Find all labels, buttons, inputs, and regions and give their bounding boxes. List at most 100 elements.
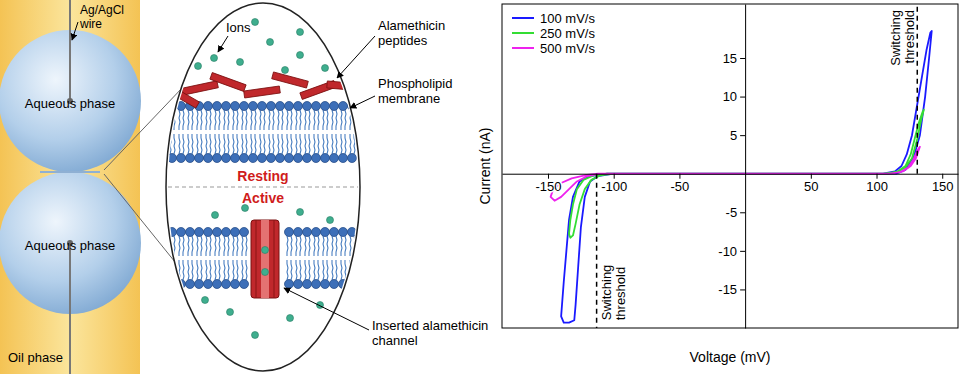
lipid-tail — [282, 134, 283, 154]
lipid-head — [294, 154, 303, 163]
lipid-tail — [341, 134, 342, 154]
lipid-head — [339, 280, 348, 289]
lipid-head — [294, 228, 303, 237]
lipid-tail — [300, 260, 301, 280]
ion — [267, 39, 274, 46]
lipid-tail — [336, 260, 337, 280]
ion — [297, 52, 304, 59]
x-axis: -150-100-5050100150 — [503, 174, 959, 194]
lipid-tail — [183, 236, 184, 256]
lipid-head — [195, 154, 204, 163]
lipid-tail — [219, 236, 220, 256]
ion — [195, 63, 202, 70]
lipid-tail — [188, 236, 189, 256]
state-label: Active — [242, 190, 284, 206]
y-tick-label: -5 — [726, 205, 738, 220]
channel-pore — [261, 220, 269, 298]
lipid-tail — [305, 236, 306, 256]
lipid-tail — [291, 260, 292, 280]
lipid-head — [231, 280, 240, 289]
lipid-tail — [305, 260, 306, 280]
pointer-arrow — [218, 36, 228, 52]
lipid-tail — [192, 260, 193, 280]
x-tick: -50 — [671, 174, 690, 194]
lipid-tail — [291, 236, 292, 256]
lipid-head — [186, 228, 195, 237]
lipid-tail — [210, 134, 211, 154]
y-tick-mark — [740, 251, 745, 252]
label-line: membrane — [378, 91, 440, 106]
lipid-tail — [273, 134, 274, 154]
lipid-tail — [269, 134, 270, 154]
lipid-tail — [233, 110, 234, 130]
lipid-head — [204, 102, 213, 111]
lipid-head — [339, 154, 348, 163]
lipid-head — [168, 228, 177, 237]
lipid-head — [231, 102, 240, 111]
lipid-tail — [188, 260, 189, 280]
lipid-tail — [341, 236, 342, 256]
lipid-head — [222, 228, 231, 237]
legend-label: 100 mV/s — [540, 11, 595, 26]
lipid-head — [303, 228, 312, 237]
peptide — [165, 84, 200, 108]
lipid-head — [303, 102, 312, 111]
lipid-tail — [287, 110, 288, 130]
lipid-tail — [332, 236, 333, 256]
threshold-label: Switchingthreshold — [599, 265, 628, 321]
lipid-tail — [300, 236, 301, 256]
lipid-tail — [246, 260, 247, 280]
chart: SwitchingthresholdSwitchingthreshold-150… — [477, 4, 959, 365]
lipid-head — [348, 280, 357, 289]
lipid-tail — [350, 236, 351, 256]
ion — [327, 217, 334, 224]
lipid-head — [285, 228, 294, 237]
lipid-tail — [345, 260, 346, 280]
oil-background — [0, 0, 140, 374]
lipid-tail — [206, 110, 207, 130]
lipid-head — [213, 102, 222, 111]
lipid-tail — [300, 110, 301, 130]
lipid-tail — [309, 236, 310, 256]
electrode-wire — [69, 0, 71, 101]
ion — [252, 332, 259, 339]
y-tick-mark — [740, 212, 745, 213]
label-line: threshold — [613, 267, 628, 320]
lipid-tail — [228, 260, 229, 280]
label-line: Inserted alamethicin — [372, 318, 488, 333]
lipid-tail — [291, 110, 292, 130]
threshold-line — [596, 174, 598, 328]
lipid-tail — [224, 110, 225, 130]
label-line: Switching — [599, 265, 614, 321]
x-axis-title: Voltage (mV) — [690, 349, 771, 365]
lipid-head — [339, 102, 348, 111]
lipid-tail — [314, 260, 315, 280]
lipid-tail — [341, 260, 342, 280]
lipid-tail — [318, 134, 319, 154]
zoom-content — [165, 19, 364, 339]
lipid-tail — [192, 134, 193, 154]
lipid-head — [303, 280, 312, 289]
legend-swatch — [512, 47, 534, 49]
state-label: Resting — [237, 168, 288, 184]
y-tick-label: -15 — [718, 282, 737, 297]
lipid-head — [303, 154, 312, 163]
lipid-tail — [233, 134, 234, 154]
lipid-tail — [278, 134, 279, 154]
ion — [282, 67, 289, 74]
ion — [262, 247, 269, 254]
lipid-tail — [197, 236, 198, 256]
x-tick-label: -50 — [671, 179, 690, 194]
lipid-tail — [305, 134, 306, 154]
lipid-tail — [174, 260, 175, 280]
y-tick: 10 — [723, 89, 745, 104]
ion — [211, 55, 218, 62]
electrode-wire — [69, 243, 71, 374]
lipid-tail — [242, 110, 243, 130]
lipid-tail — [233, 236, 234, 256]
x-tick-label: -100 — [601, 179, 627, 194]
callout-label: Phospholipidmembrane — [378, 76, 452, 106]
lipid-head — [204, 280, 213, 289]
lipid-tail — [237, 236, 238, 256]
lipid-tail — [305, 110, 306, 130]
